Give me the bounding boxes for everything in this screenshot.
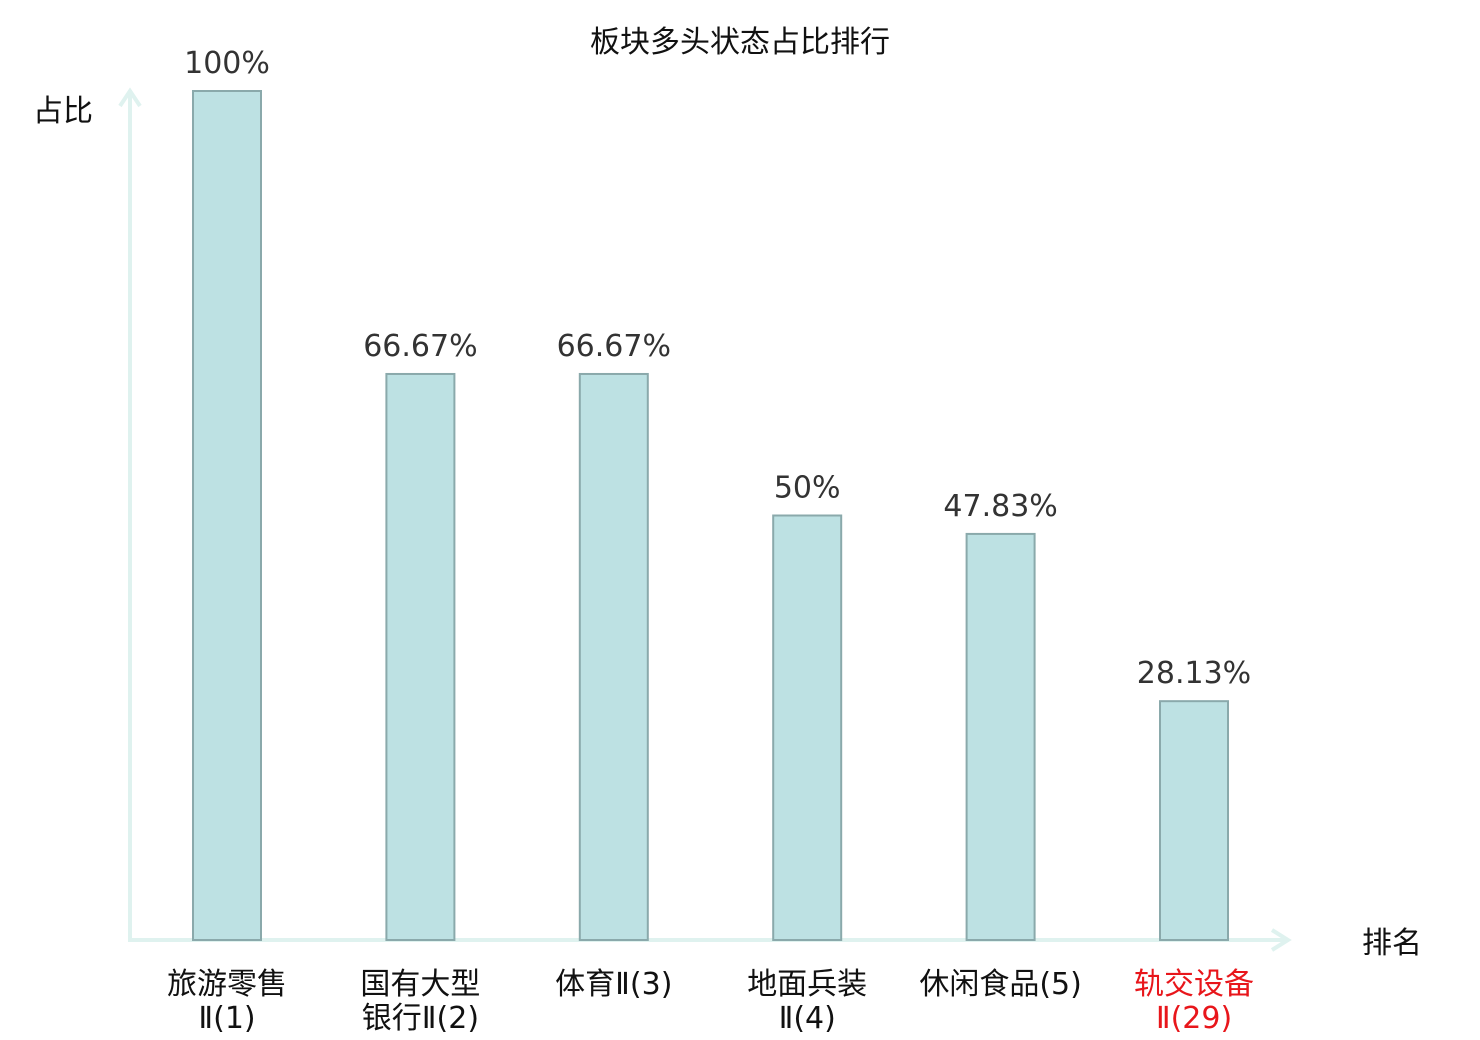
x-axis-label: 排名 [1362, 926, 1422, 961]
chart-title: 板块多头状态占比排行 [590, 25, 890, 60]
x-axis-arrow [1270, 928, 1292, 952]
bars [192, 90, 1229, 942]
value-label-2: 66.67% [363, 329, 477, 364]
bar-3 [578, 372, 649, 942]
bar-6 [1159, 700, 1229, 941]
bar-5 [965, 532, 1036, 941]
category-label-2-line-2: 银行Ⅱ(2) [362, 1001, 479, 1036]
value-label-1: 100% [184, 46, 270, 81]
y-axis-label: 占比 [33, 94, 93, 129]
value-labels: 100% 66.67% 66.67% 50% 47.83% 28.13% [184, 46, 1251, 691]
value-label-6: 28.13% [1137, 656, 1251, 691]
category-label-3-line-1: 体育Ⅱ(3) [555, 967, 672, 1002]
bar-2 [385, 372, 456, 942]
bar-1 [192, 90, 262, 941]
category-label-4-line-1: 地面兵装 [747, 967, 867, 1002]
y-axis-arrow [118, 87, 142, 108]
category-label-2-line-1: 国有大型 [360, 967, 480, 1002]
category-label-6-line-2: Ⅱ(29) [1156, 1001, 1232, 1036]
value-label-5: 47.83% [943, 489, 1057, 524]
category-label-5-line-1: 休闲食品(5) [919, 967, 1082, 1002]
category-label-6-line-1: 轨交设备 [1134, 967, 1254, 1002]
bar-4 [772, 514, 843, 941]
category-label-1-line-2: Ⅱ(1) [198, 1001, 255, 1036]
axes [118, 87, 1292, 952]
category-label-1-line-1: 旅游零售 [167, 967, 287, 1002]
value-label-3: 66.67% [557, 329, 671, 364]
category-label-4-line-2: Ⅱ(4) [779, 1001, 836, 1036]
value-label-4: 50% [774, 471, 841, 506]
